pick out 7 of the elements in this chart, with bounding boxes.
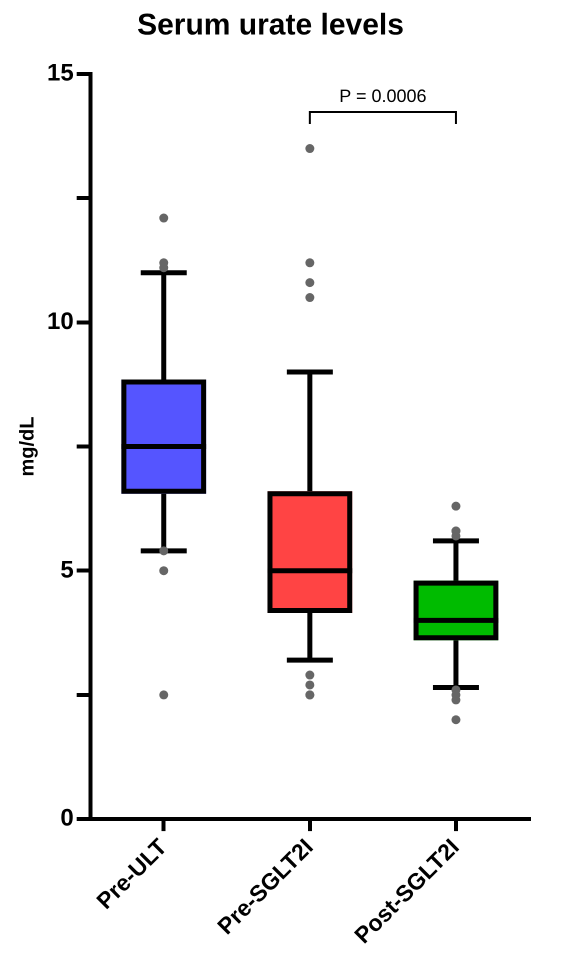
y-axis-title: mg/dL [16, 416, 39, 477]
annotation: P = 0.0006 [339, 86, 427, 106]
y-tick-label: 15 [46, 60, 74, 87]
y-tick-label: 0 [60, 804, 74, 832]
chart-title: Serum urate levels [137, 8, 404, 42]
y-tick-label: 10 [46, 308, 74, 335]
y-tick-label: 5 [60, 556, 74, 584]
